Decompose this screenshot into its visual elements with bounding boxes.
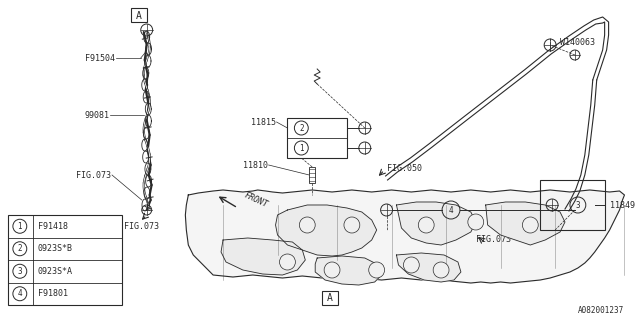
Text: 0923S*A: 0923S*A	[38, 267, 73, 276]
Circle shape	[300, 217, 316, 233]
Bar	[287, 118, 347, 158]
Bar	[322, 291, 338, 305]
Text: 1: 1	[17, 222, 22, 231]
Text: 0923S*B: 0923S*B	[38, 244, 73, 253]
Bar	[540, 180, 605, 230]
Polygon shape	[316, 256, 381, 285]
Text: FIG.073: FIG.073	[124, 222, 159, 231]
Polygon shape	[186, 190, 625, 283]
Text: FRONT: FRONT	[243, 191, 269, 209]
Text: 2: 2	[17, 244, 22, 253]
Polygon shape	[221, 238, 305, 275]
Bar	[8, 215, 122, 305]
Circle shape	[369, 262, 385, 278]
Text: 11849: 11849	[609, 201, 635, 210]
Text: F91418: F91418	[38, 222, 68, 231]
Polygon shape	[397, 202, 476, 245]
Circle shape	[468, 214, 484, 230]
Text: 4: 4	[449, 205, 453, 214]
Circle shape	[522, 217, 538, 233]
Text: 99081: 99081	[84, 110, 109, 119]
Text: 1: 1	[299, 143, 303, 153]
Circle shape	[403, 257, 419, 273]
Circle shape	[280, 254, 296, 270]
Text: 2: 2	[299, 124, 303, 132]
Bar	[309, 167, 316, 183]
Circle shape	[324, 262, 340, 278]
Text: 11810: 11810	[243, 161, 268, 170]
Circle shape	[344, 217, 360, 233]
Text: 4: 4	[17, 289, 22, 298]
Circle shape	[419, 217, 434, 233]
Circle shape	[433, 262, 449, 278]
Text: FIG.073: FIG.073	[476, 235, 511, 244]
Polygon shape	[486, 202, 565, 245]
Polygon shape	[276, 205, 377, 256]
Text: A: A	[136, 11, 141, 21]
Text: W140063: W140063	[560, 37, 595, 46]
Polygon shape	[397, 253, 461, 282]
Text: F91504: F91504	[85, 53, 115, 62]
Text: 11815: 11815	[250, 117, 276, 126]
Text: F91801: F91801	[38, 289, 68, 298]
Text: FIG.050: FIG.050	[387, 164, 422, 172]
Text: A082001237: A082001237	[578, 306, 625, 315]
Text: FIG.073: FIG.073	[76, 171, 111, 180]
Bar	[131, 8, 147, 22]
Text: 3: 3	[575, 201, 580, 210]
Text: A: A	[327, 293, 333, 303]
Text: 3: 3	[17, 267, 22, 276]
